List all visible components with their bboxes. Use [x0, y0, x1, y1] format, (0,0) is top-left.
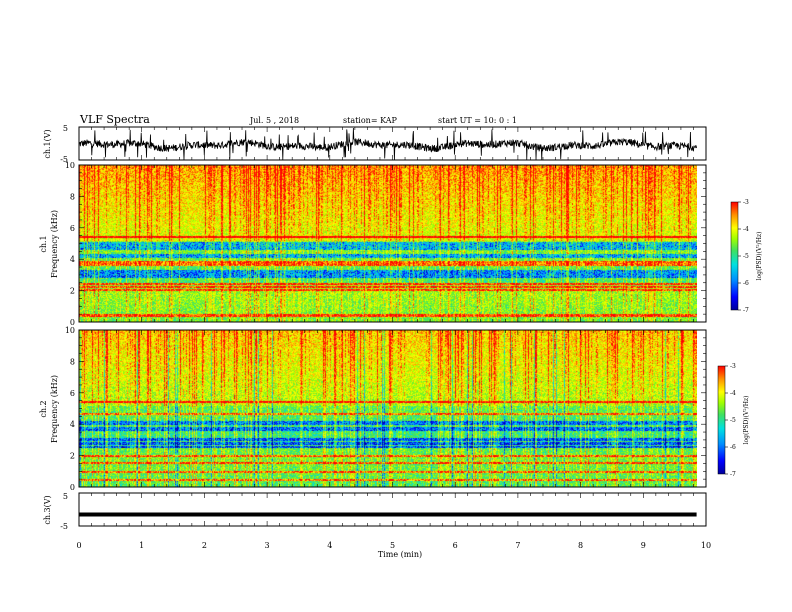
frequency-tick-label: 8 [70, 192, 75, 201]
time-tick-label: 2 [202, 541, 207, 550]
start-time-label: start UT = 10: 0 : 1 [438, 116, 517, 125]
figure-title: VLF Spectra [79, 113, 150, 126]
colorbar-tick-label: -4 [730, 390, 736, 397]
colorbar-tick-label: -3 [730, 363, 736, 370]
time-tick-label: 4 [327, 541, 332, 550]
ch1-waveform-line [78, 128, 697, 160]
frequency-tick-label: 0 [70, 318, 75, 327]
ch3-ytick-top: 5 [63, 492, 68, 501]
frequency-tick-label: 10 [65, 161, 75, 170]
ch2-spectrogram-ticks [78, 329, 707, 488]
ch1-ylabel-channel: ch.1 [39, 235, 48, 252]
frequency-tick-label: 2 [70, 452, 75, 461]
time-tick-label: 10 [701, 541, 711, 550]
ch1-spectrogram-ticks [78, 164, 707, 323]
colorbar-tick-label: -5 [743, 253, 749, 260]
spectrogram-raster [79, 330, 697, 487]
frequency-tick-label: 2 [70, 287, 75, 296]
station-label: station= KAP [343, 116, 398, 125]
date-label: Jul. 5 , 2018 [249, 116, 299, 125]
ch2-colorbar-ticks: -3 -4 -5 -6 -7 [725, 363, 736, 478]
ch3-ytick-bottom: -5 [60, 522, 68, 531]
ch1-colorbar-ticks: -3 -4 -5 -6 -7 [738, 199, 749, 314]
colorbar-tick-label: -4 [743, 226, 749, 233]
colorbar-tick-label: -6 [743, 280, 749, 287]
ch1-waveform-panel: 5 -5 ch.1(V) [43, 124, 707, 164]
ch1-spectrogram-image [79, 165, 697, 322]
time-tick-label: 5 [390, 541, 395, 550]
ch1-colorbar-label: log(PSD)(V²/Hz) [756, 232, 763, 281]
ch1-waveform-ylabel: ch.1(V) [43, 129, 52, 158]
ch2-spectrogram-image [79, 330, 697, 487]
ch2-ylabel-frequency: Frequency (kHz) [50, 375, 59, 443]
ch3-waveform-ylabel: ch.3(V) [43, 495, 52, 524]
ch2-spectrogram-panel: 0 2 4 6 8 10 ch.2 Frequency (kHz) [39, 326, 707, 492]
ch1-colorbar: -3 -4 -5 -6 -7 log(PSD)(V²/Hz) [730, 199, 763, 314]
ch2-frequency-ticklabels: 0 2 4 6 8 10 [65, 326, 75, 492]
time-tick-label: 0 [76, 541, 81, 550]
frequency-tick-label: 8 [70, 357, 75, 366]
time-tick-label: 7 [515, 541, 520, 550]
ch2-colorbar-label: log(PSD)(V²/Hz) [743, 396, 750, 445]
colorbar-tick-label: -7 [743, 307, 749, 314]
ch1-waveform-ticks [78, 127, 707, 160]
ch1-frequency-ticklabels: 0 2 4 6 8 10 [65, 161, 75, 327]
ch1-spectrogram-panel: 0 2 4 6 8 10 ch.1 Frequency (kHz) [39, 161, 707, 327]
ch3-waveform-panel: 5 -5 ch.3(V) [43, 492, 707, 531]
colorbar-tick-label: -6 [730, 444, 736, 451]
ch1-ytick-bottom: -5 [60, 155, 68, 164]
frequency-tick-label: 10 [65, 326, 75, 335]
time-tick-label: 1 [139, 541, 144, 550]
time-tick-label: 3 [265, 541, 270, 550]
colorbar-tick-label: -5 [730, 417, 736, 424]
frequency-tick-label: 0 [70, 483, 75, 492]
colorbar-tick-label: -7 [730, 471, 736, 478]
time-tick-label: 6 [453, 541, 458, 550]
ch3-waveform-ticks [78, 493, 707, 526]
frequency-tick-label: 4 [70, 255, 75, 264]
frequency-tick-label: 6 [70, 224, 75, 233]
ch1-ytick-top: 5 [63, 124, 68, 133]
time-axis-ticklabels: 0 1 2 3 4 5 6 7 8 9 10 [76, 541, 711, 550]
spectrogram-raster [79, 165, 697, 322]
ch2-ylabel-channel: ch.2 [39, 400, 48, 417]
time-tick-label: 9 [641, 541, 646, 550]
time-tick-label: 8 [578, 541, 583, 550]
time-axis-label: Time (min) [378, 550, 422, 559]
frequency-tick-label: 6 [70, 389, 75, 398]
colorbar-tick-label: -3 [743, 199, 749, 206]
ch2-colorbar: -3 -4 -5 -6 -7 log(PSD)(V²/Hz) [717, 363, 750, 478]
frequency-tick-label: 4 [70, 420, 75, 429]
ch1-ylabel-frequency: Frequency (kHz) [50, 210, 59, 278]
